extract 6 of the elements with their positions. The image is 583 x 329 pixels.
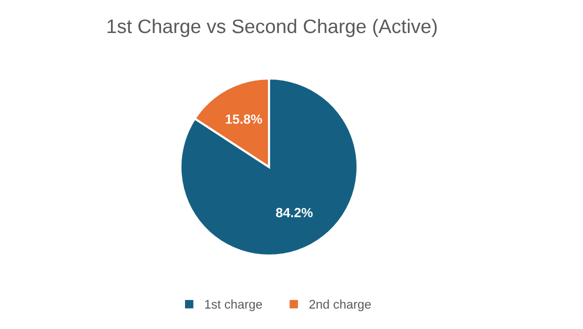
pie-slice <box>179 77 359 257</box>
chart-title: 1st Charge vs Second Charge (Active) <box>108 18 437 38</box>
data-label: 15.8% <box>226 114 262 124</box>
data-label: 84.2% <box>276 208 313 218</box>
legend-label: 1st charge <box>205 300 262 312</box>
legend-label: 2nd charge <box>309 300 371 312</box>
